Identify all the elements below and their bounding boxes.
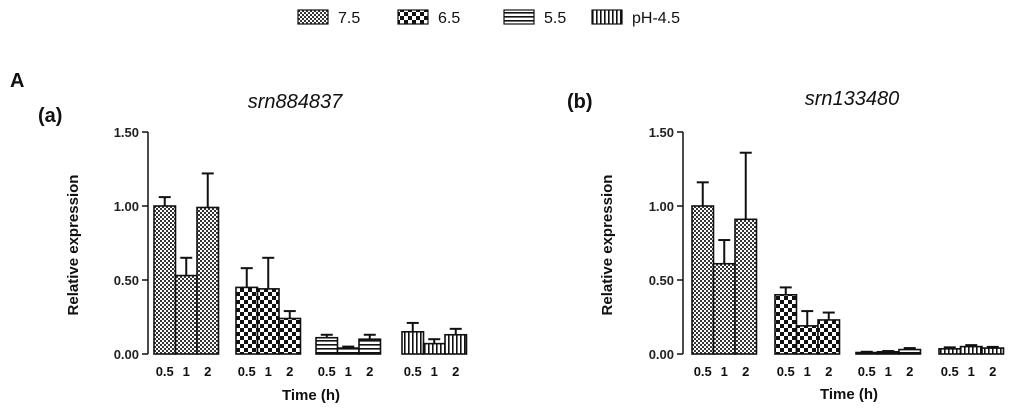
bar-b-1-1 <box>795 325 819 355</box>
bar-a-0-1 <box>174 274 198 355</box>
legend-swatch-ph-4-5 <box>591 9 623 25</box>
y-axis-label-b: Relative expression <box>599 175 616 316</box>
legend-swatch-5-5 <box>503 9 535 25</box>
bar-b-2-1 <box>876 350 900 355</box>
bar-a-0-0 <box>153 205 177 355</box>
bar-b-3-2 <box>981 347 1005 355</box>
legend-swatch-7-5 <box>297 9 329 25</box>
x-tick-label-a: 2 <box>204 364 211 379</box>
x-tick-label-b: 2 <box>906 364 913 379</box>
x-tick-label-a: 0.5 <box>318 364 336 379</box>
x-tick-label-b: 0.5 <box>694 364 712 379</box>
bar-a-3-2 <box>444 333 468 355</box>
x-tick-label-b: 1 <box>804 364 811 379</box>
legend-label-5-5: 5.5 <box>544 10 566 27</box>
bar-a-1-1 <box>256 288 280 355</box>
legend-label-7-5: 7.5 <box>338 10 360 27</box>
bar-a-2-0 <box>315 336 339 355</box>
bar-b-0-1 <box>712 262 736 355</box>
x-tick-label-a: 2 <box>452 364 459 379</box>
x-tick-label-a: 2 <box>366 364 373 379</box>
x-tick-label-a: 1 <box>265 364 272 379</box>
legend-label-6-5: 6.5 <box>438 10 460 27</box>
bar-b-3-1 <box>959 345 983 355</box>
chart-b: (b) srn133480 Relative expression Time (… <box>567 88 1005 403</box>
x-tick-label-b: 1 <box>968 364 975 379</box>
x-axis-label-b: Time (h) <box>820 386 878 403</box>
x-tick-label-b: 2 <box>825 364 832 379</box>
chart-title-b: srn133480 <box>805 88 900 110</box>
plot-area-a: 0.000.501.001.500.5 1 2 0.5 1 2 0.5 1 2 0.5 1 2 <box>114 125 468 379</box>
bar-a-2-2 <box>358 338 382 355</box>
y-tick-label-b: 0.50 <box>649 273 674 288</box>
y-tick-label-b: 1.00 <box>649 199 674 214</box>
panel-label-b: (b) <box>567 91 593 113</box>
legend-label-ph-4-5: pH-4.5 <box>632 10 680 27</box>
y-axis-label-a: Relative expression <box>65 175 82 316</box>
bar-b-3-0 <box>938 348 962 355</box>
x-tick-label-b: 1 <box>721 364 728 379</box>
bar-a-3-1 <box>422 342 446 355</box>
bar-b-1-0 <box>774 293 798 355</box>
bar-a-2-1 <box>336 347 360 355</box>
bar-b-0-2 <box>734 218 758 355</box>
bar-a-0-2 <box>196 206 220 355</box>
x-axis-label-a: Time (h) <box>282 387 340 404</box>
chart-a: (a) srn884837 Relative expression Time (… <box>38 91 468 404</box>
bar-b-2-2 <box>898 348 922 355</box>
x-tick-label-b: 1 <box>885 364 892 379</box>
y-tick-label-a: 0.00 <box>114 347 139 362</box>
x-tick-label-b: 0.5 <box>777 364 795 379</box>
x-tick-label-b: 0.5 <box>858 364 876 379</box>
x-tick-label-b: 2 <box>742 364 749 379</box>
x-tick-label-b: 0.5 <box>941 364 959 379</box>
y-tick-label-b: 0.00 <box>649 347 674 362</box>
x-tick-label-a: 1 <box>431 364 438 379</box>
bar-b-2-0 <box>855 351 879 355</box>
x-tick-label-b: 2 <box>989 364 996 379</box>
x-tick-label-a: 2 <box>286 364 293 379</box>
y-tick-label-b: 1.50 <box>649 125 674 140</box>
bar-a-1-2 <box>278 317 302 355</box>
bar-b-0-0 <box>691 205 715 355</box>
panel-label-a: (a) <box>38 105 62 127</box>
bar-b-1-2 <box>817 319 841 355</box>
y-tick-label-a: 1.00 <box>114 199 139 214</box>
y-tick-label-a: 1.50 <box>114 125 139 140</box>
x-tick-label-a: 1 <box>183 364 190 379</box>
x-tick-label-a: 1 <box>345 364 352 379</box>
x-tick-label-a: 0.5 <box>156 364 174 379</box>
legend: 7.5 6.5 5.5 pH-4.5 <box>297 9 680 27</box>
legend-swatch-6-5 <box>397 9 429 25</box>
x-tick-label-a: 0.5 <box>404 364 422 379</box>
bar-a-3-0 <box>401 330 425 355</box>
bar-a-1-0 <box>235 286 259 355</box>
x-tick-label-a: 0.5 <box>238 364 256 379</box>
figure-label: A <box>10 70 24 92</box>
y-tick-label-a: 0.50 <box>114 273 139 288</box>
chart-title-a: srn884837 <box>248 91 343 113</box>
plot-area-b: 0.000.501.001.500.5 1 2 0.5 1 2 0.5 1 2 0.5 1 2 <box>649 125 1005 379</box>
